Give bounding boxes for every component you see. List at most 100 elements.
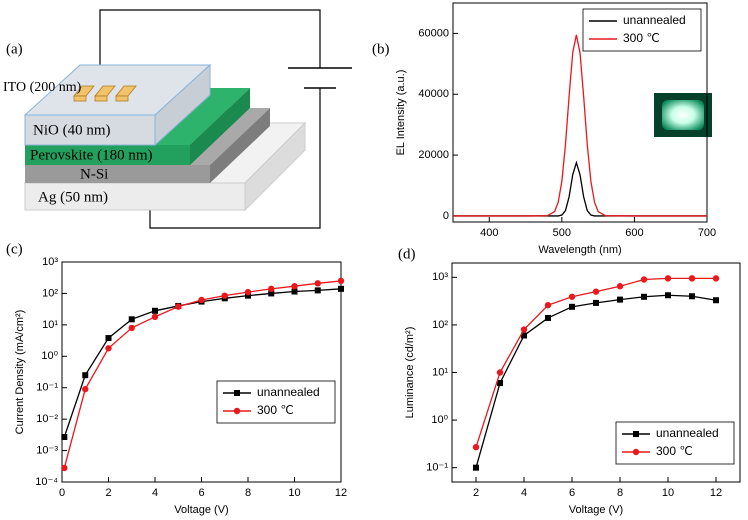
marker [617, 296, 623, 303]
legend-marker [234, 390, 240, 396]
marker [61, 434, 68, 441]
marker [592, 288, 600, 295]
layer-label: ITO (200 nm) [3, 80, 82, 95]
x-tick-label: 2 [105, 487, 111, 499]
y-tick-label: 10³ [42, 256, 58, 268]
legend-marker [633, 431, 639, 437]
x-tick-label: 400 [480, 227, 498, 239]
legend-label: unannealed [623, 13, 686, 27]
marker [520, 326, 528, 333]
legend-marker [233, 407, 241, 415]
marker [82, 385, 89, 393]
legend-box [615, 421, 735, 465]
plot-frame [61, 261, 342, 483]
marker [221, 292, 228, 299]
x-axis-title: Voltage (V) [174, 504, 228, 516]
x-tick-label: 8 [245, 487, 251, 499]
marker [244, 288, 252, 296]
perovskite-side [190, 88, 250, 165]
legend-label: unannealed [656, 426, 719, 440]
marker [688, 275, 696, 282]
marker [338, 285, 344, 292]
x-tick-label: 12 [335, 487, 347, 499]
y-tick-label: 60000 [418, 27, 449, 39]
y-tick-label: 10⁰ [431, 414, 448, 426]
x-tick-label: 700 [698, 227, 716, 239]
marker [496, 369, 504, 376]
marker [82, 372, 89, 379]
marker [268, 290, 275, 297]
legend-label: 300 ℃ [623, 31, 660, 45]
nsi-front [25, 165, 210, 183]
x-tick-label: 10 [662, 487, 674, 499]
x-tick-label: 0 [59, 487, 65, 499]
layer-label: Ag (50 nm) [38, 189, 108, 205]
x-tick-label: 600 [625, 227, 643, 239]
marker [568, 293, 576, 300]
perovskite-front [25, 145, 190, 165]
legend-box [216, 380, 336, 424]
y-tick-label: 10⁰ [41, 350, 58, 362]
layer-label: N-Si [80, 166, 108, 182]
ito-pads [73, 85, 137, 102]
y-tick-label: 10³ [432, 271, 448, 283]
x-axis-title: Voltage (V) [569, 504, 623, 516]
nsi-side [210, 108, 270, 183]
y-tick-label: 10⁻³ [36, 444, 58, 456]
y-axis-title: Current Density (mA/cm²) [14, 310, 26, 435]
marker [151, 313, 159, 321]
x-axis-title: Wavelength (nm) [538, 244, 621, 256]
y-tick-label: 10⁻¹ [36, 382, 58, 394]
marker [175, 303, 182, 310]
x-tick-label: 10 [288, 487, 300, 499]
wire [149, 88, 321, 229]
x-tick-label: 12 [710, 487, 722, 499]
y-tick-label: 10¹ [432, 366, 448, 378]
legend-label: 300 ℃ [257, 403, 294, 417]
y-tick-label: 40000 [418, 88, 449, 100]
y-tick-label: 10² [432, 319, 448, 331]
panel-label: (d) [398, 246, 416, 262]
layer-label: NiO (40 nm) [33, 122, 111, 138]
marker [640, 276, 648, 283]
inset-glow [662, 100, 704, 130]
marker [665, 292, 671, 299]
marker [314, 287, 321, 294]
marker [472, 443, 480, 451]
marker [291, 282, 298, 290]
marker [473, 464, 479, 471]
y-axis-title: Luminance (cd/m²) [404, 327, 416, 419]
y-tick-label: 10⁻¹ [426, 462, 448, 474]
x-tick-label: 500 [553, 227, 571, 239]
marker [314, 280, 321, 287]
legend-box [582, 8, 702, 52]
marker [128, 324, 135, 332]
marker [521, 332, 527, 339]
marker [152, 307, 158, 314]
inset-photo [654, 93, 712, 137]
legend: unannealed 300 ℃ [615, 421, 735, 465]
x-tick-label: 8 [617, 487, 623, 499]
x-tick-label: 6 [569, 487, 575, 499]
x-tick-label: 4 [521, 487, 527, 499]
plot-frame [452, 2, 708, 223]
panel-label: (a) [6, 41, 23, 57]
panel-label: (c) [6, 241, 23, 257]
y-tick-label: 10¹ [42, 319, 58, 331]
series-line [453, 160, 707, 217]
marker [569, 303, 575, 310]
marker [712, 275, 720, 282]
marker [641, 293, 647, 300]
layer-label: Perovskite (180 nm) [30, 147, 152, 163]
nio-front [24, 114, 156, 146]
x-tick-label: 2 [473, 487, 479, 499]
y-axis-title: EL Intensity (a.u.) [395, 70, 407, 156]
marker [664, 275, 672, 282]
legend-label: 300 ℃ [656, 444, 693, 458]
marker [128, 316, 135, 323]
marker [616, 283, 624, 290]
marker [61, 464, 68, 472]
legend-marker [632, 448, 640, 456]
device-diagram: (a) ITO (200 nm) NiO (40 nm) Perovskite … [3, 9, 352, 229]
